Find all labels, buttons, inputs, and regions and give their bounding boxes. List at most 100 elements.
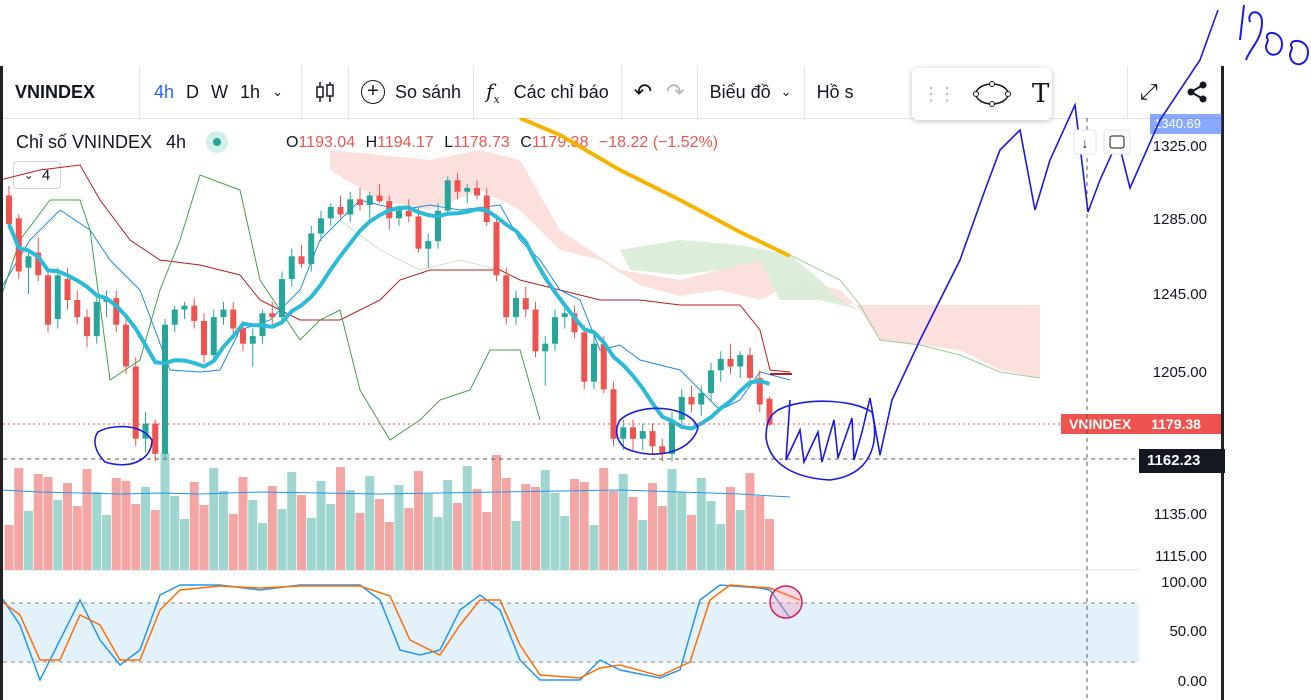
oscillator-tick: 0.00	[1177, 673, 1207, 690]
candle-body	[84, 317, 90, 337]
volume-bar	[238, 477, 248, 570]
candles-button[interactable]	[300, 66, 349, 118]
candle	[727, 343, 734, 375]
compare-button[interactable]: + So sánh	[349, 66, 475, 118]
candle	[532, 301, 539, 357]
candle	[181, 301, 188, 319]
volume-bar	[4, 525, 14, 570]
volume-bar	[24, 511, 33, 570]
candle	[591, 336, 597, 390]
candle	[288, 248, 295, 287]
volume-bar	[355, 513, 365, 570]
candle	[639, 423, 646, 451]
candle-body	[571, 313, 578, 333]
volume-bar	[745, 473, 755, 570]
candle-body	[756, 377, 763, 405]
candles-icon	[316, 82, 334, 102]
symbol-search[interactable]: VNINDEX	[3, 66, 140, 118]
candle-body	[649, 431, 656, 447]
candle	[337, 195, 344, 219]
volume-bar	[531, 487, 540, 570]
volume-bar	[540, 470, 550, 570]
candle-body	[366, 195, 373, 205]
shape-tool-icon[interactable]	[972, 79, 1012, 109]
volume-bar	[589, 525, 599, 570]
volume-bar	[82, 469, 92, 570]
indicators-label: Các chỉ báo	[513, 81, 609, 102]
candle-body	[171, 309, 178, 325]
chart-type-button[interactable]: Biểu đồ ⌄	[698, 66, 805, 118]
candle	[54, 267, 61, 329]
volume-bar	[297, 495, 306, 570]
fullscreen-button[interactable]: ⤢	[1127, 66, 1170, 118]
chevron-down-icon[interactable]: ⌄	[272, 84, 283, 99]
candle	[74, 290, 81, 325]
volume-bar	[453, 503, 462, 570]
candle-body	[6, 195, 12, 224]
last-price-value: 1179.38	[1151, 416, 1201, 432]
undo-icon[interactable]: ↶	[633, 79, 653, 104]
candle	[93, 294, 100, 344]
volume-bar	[677, 492, 687, 570]
oscillator-tick: 50.00	[1169, 623, 1207, 640]
candle-body	[54, 275, 61, 319]
restore-pane-button[interactable]	[1103, 129, 1131, 155]
candle-body	[269, 313, 276, 318]
candle	[84, 309, 90, 348]
volume-bar	[228, 514, 238, 570]
scroll-down-button[interactable]	[1073, 129, 1097, 155]
volume-bar	[209, 468, 219, 570]
candle	[444, 176, 451, 215]
chart-type-label: Biểu đồ	[709, 81, 771, 102]
candle-body	[620, 427, 627, 439]
volume-bar	[316, 481, 326, 570]
volume-bar	[706, 501, 716, 570]
candle-body	[503, 275, 510, 318]
candle	[405, 199, 412, 223]
more-button[interactable]: Hồ s	[805, 66, 866, 118]
candle-body	[142, 423, 149, 439]
candle-body	[639, 431, 646, 439]
interval-group: 4h D W 1h ⌄	[140, 66, 301, 118]
candle-body	[659, 446, 666, 454]
candle-body	[435, 210, 441, 242]
indicator-collapse-button[interactable]: ⌄ 4	[13, 161, 61, 189]
volume-bar	[336, 467, 345, 570]
volume-bar	[63, 483, 72, 570]
interval-4h[interactable]: 4h	[154, 81, 175, 102]
candle-body	[542, 343, 549, 352]
interval-d[interactable]: D	[186, 81, 200, 102]
volume-bar	[219, 491, 228, 570]
text-tool-icon[interactable]: T	[1032, 79, 1050, 109]
indicators-button[interactable]: fx Các chỉ báo	[474, 66, 622, 118]
candle	[366, 191, 373, 219]
candle-body	[337, 206, 344, 215]
price-tick: 1325.00	[1152, 138, 1207, 155]
candle	[571, 305, 578, 338]
interval-w[interactable]: W	[211, 81, 229, 102]
redo-icon[interactable]: ↷	[666, 79, 685, 104]
candle-body	[64, 279, 71, 300]
indicator-count: 4	[41, 166, 51, 184]
candle-body	[35, 252, 42, 276]
change-value: −18.22 (−1.52%)	[598, 134, 719, 151]
stoch-d-line	[3, 584, 801, 679]
drag-handle-icon[interactable]: ⋮⋮	[922, 83, 956, 104]
candle-body	[591, 343, 597, 382]
plus-circle-icon: +	[360, 80, 385, 104]
ichimoku-cloud-bear	[330, 150, 1040, 378]
compare-label: So sánh	[394, 81, 462, 102]
candles	[6, 172, 773, 462]
share-button[interactable]	[1173, 66, 1221, 118]
candle	[630, 419, 636, 451]
interval-1h[interactable]: 1h	[240, 81, 261, 102]
volume-bar	[160, 453, 170, 570]
volume-bar	[170, 496, 180, 570]
annotation-circle	[769, 585, 803, 619]
volume-bar	[765, 519, 774, 570]
candle-body	[669, 419, 675, 454]
candle	[620, 419, 627, 451]
volume-bar	[423, 494, 433, 570]
ohlc-values: O1193.04 H1194.17 L1178.73 C1179.38 −18.…	[286, 134, 719, 151]
